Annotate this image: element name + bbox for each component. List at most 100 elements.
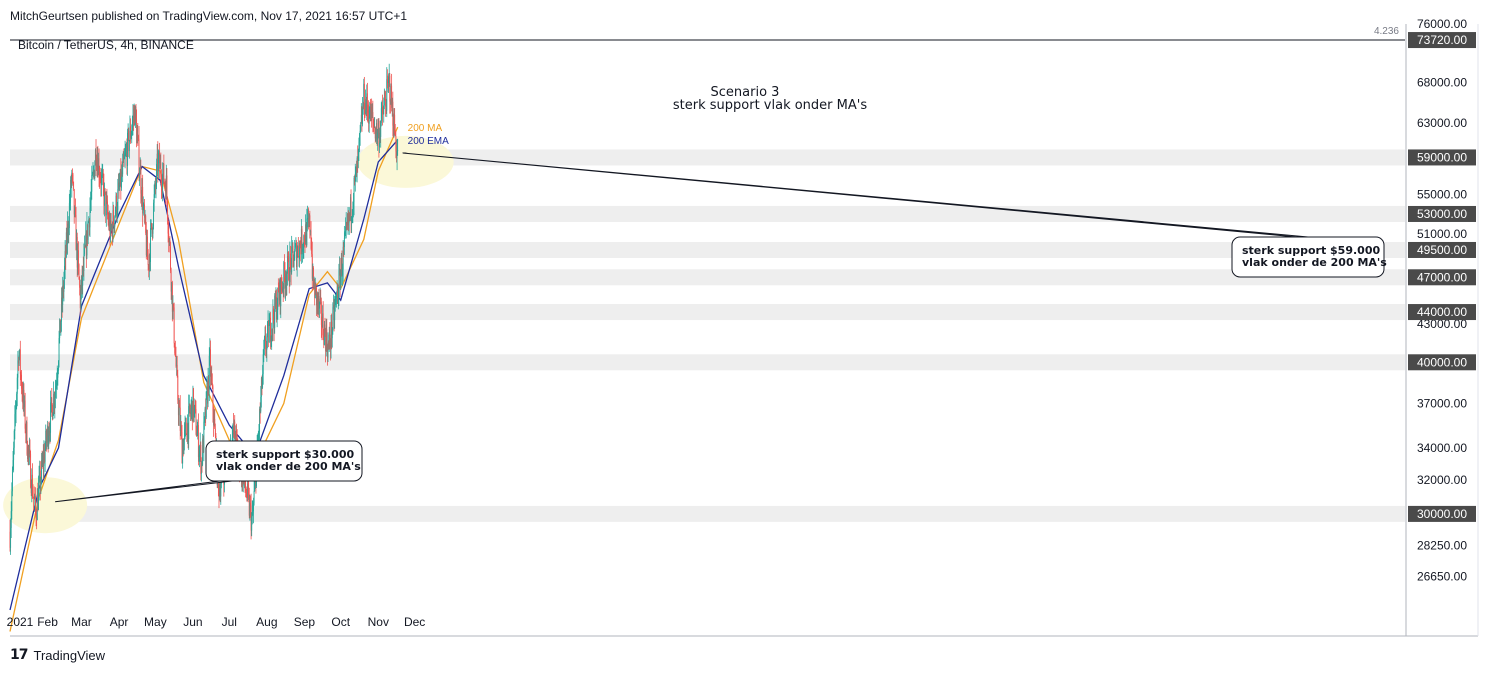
level-badge <box>1408 304 1476 321</box>
ma200-line[interactable] <box>9 126 399 632</box>
candle-body <box>344 233 346 238</box>
candle-body <box>322 313 324 327</box>
candle-body <box>168 233 170 241</box>
candle-body <box>123 155 125 159</box>
candle-body <box>285 280 287 289</box>
candle-body <box>322 313 324 336</box>
candle-body <box>28 449 30 454</box>
candle-body <box>383 99 385 106</box>
candle-body <box>235 430 237 448</box>
candle-body <box>379 132 380 148</box>
level-badge <box>1408 241 1476 258</box>
footer[interactable]: 17 TradingView <box>10 647 105 663</box>
candle-body <box>354 173 356 179</box>
callout-box[interactable] <box>1231 236 1385 278</box>
callout-box[interactable] <box>205 440 363 482</box>
candle-body <box>128 130 130 152</box>
candle-body <box>47 425 49 437</box>
candle-body <box>147 236 148 260</box>
candle-body <box>348 214 350 223</box>
candle-body <box>286 256 288 274</box>
candle-body <box>126 149 128 167</box>
candle-body <box>341 257 343 276</box>
candle-body <box>388 75 390 78</box>
ema200-line[interactable] <box>9 139 399 611</box>
candle-body <box>349 197 351 215</box>
candle-body <box>61 297 63 305</box>
candle-body <box>370 106 372 122</box>
candle-body <box>199 445 201 451</box>
candle-body <box>130 134 132 139</box>
candle-body <box>74 207 76 215</box>
candle-body <box>286 273 288 286</box>
candle-body <box>249 503 251 516</box>
candle-body <box>96 158 98 167</box>
candle-body <box>209 349 211 356</box>
candle-body <box>22 389 24 404</box>
candle-body <box>273 308 274 319</box>
x-tick-label: Jul <box>222 615 237 629</box>
candle-body <box>31 474 33 494</box>
candle-body <box>18 355 20 364</box>
candle-body <box>333 305 334 308</box>
candle-body <box>316 287 317 306</box>
candle-body <box>93 170 95 179</box>
candle-body <box>397 149 399 152</box>
candle-body <box>208 376 210 391</box>
candle-body <box>357 150 359 160</box>
y-tick-label: 26650.00 <box>1417 569 1467 583</box>
candle-body <box>258 431 260 435</box>
candle-body <box>327 342 329 358</box>
candle-body <box>16 393 18 406</box>
candle-body <box>77 250 79 268</box>
candle-body <box>356 166 357 177</box>
candle-body <box>328 342 330 347</box>
candle-body <box>71 172 73 175</box>
candle-body <box>67 223 68 245</box>
candle-body <box>82 267 84 272</box>
candle-body <box>299 242 301 247</box>
candle-body <box>333 305 335 321</box>
candle-body <box>343 237 345 248</box>
candle-body <box>107 201 108 215</box>
candle-body <box>61 297 62 322</box>
candle-body <box>316 294 318 306</box>
candle-body <box>364 112 366 114</box>
candle-body <box>363 83 365 113</box>
candle-body <box>53 393 55 406</box>
candle-body <box>21 374 22 389</box>
candle-body <box>34 496 36 512</box>
candle-body <box>15 412 16 415</box>
candle-body <box>356 158 358 177</box>
candle-body <box>196 434 198 436</box>
callout-line2: vlak onder de 200 MA's <box>216 460 361 473</box>
candle-body <box>125 149 127 152</box>
candle-body <box>90 200 92 208</box>
candle-body <box>27 446 29 460</box>
candle-body <box>360 122 362 131</box>
candle-body <box>148 255 150 269</box>
candle-body <box>348 213 350 223</box>
candle-body <box>159 152 161 169</box>
candle-body <box>259 408 261 432</box>
candle-body <box>12 460 14 470</box>
x-tick-label: Apr <box>110 615 129 629</box>
candle-body <box>134 108 136 125</box>
candle-body <box>65 251 67 258</box>
tradingview-logo-icon: 17 <box>10 647 29 663</box>
candle-body <box>252 511 254 514</box>
candle-body <box>353 202 354 210</box>
candle-body <box>135 106 137 120</box>
candle-body <box>40 479 42 489</box>
candle-body <box>125 151 127 154</box>
x-tick-label: May <box>144 615 167 629</box>
candle-body <box>177 375 179 401</box>
candle-body <box>343 246 345 248</box>
candle-body <box>391 101 393 108</box>
candle-body <box>288 279 290 283</box>
candle-body <box>380 108 382 123</box>
candle-body <box>141 186 143 202</box>
candle-body <box>287 256 289 257</box>
candle-body <box>245 486 247 492</box>
